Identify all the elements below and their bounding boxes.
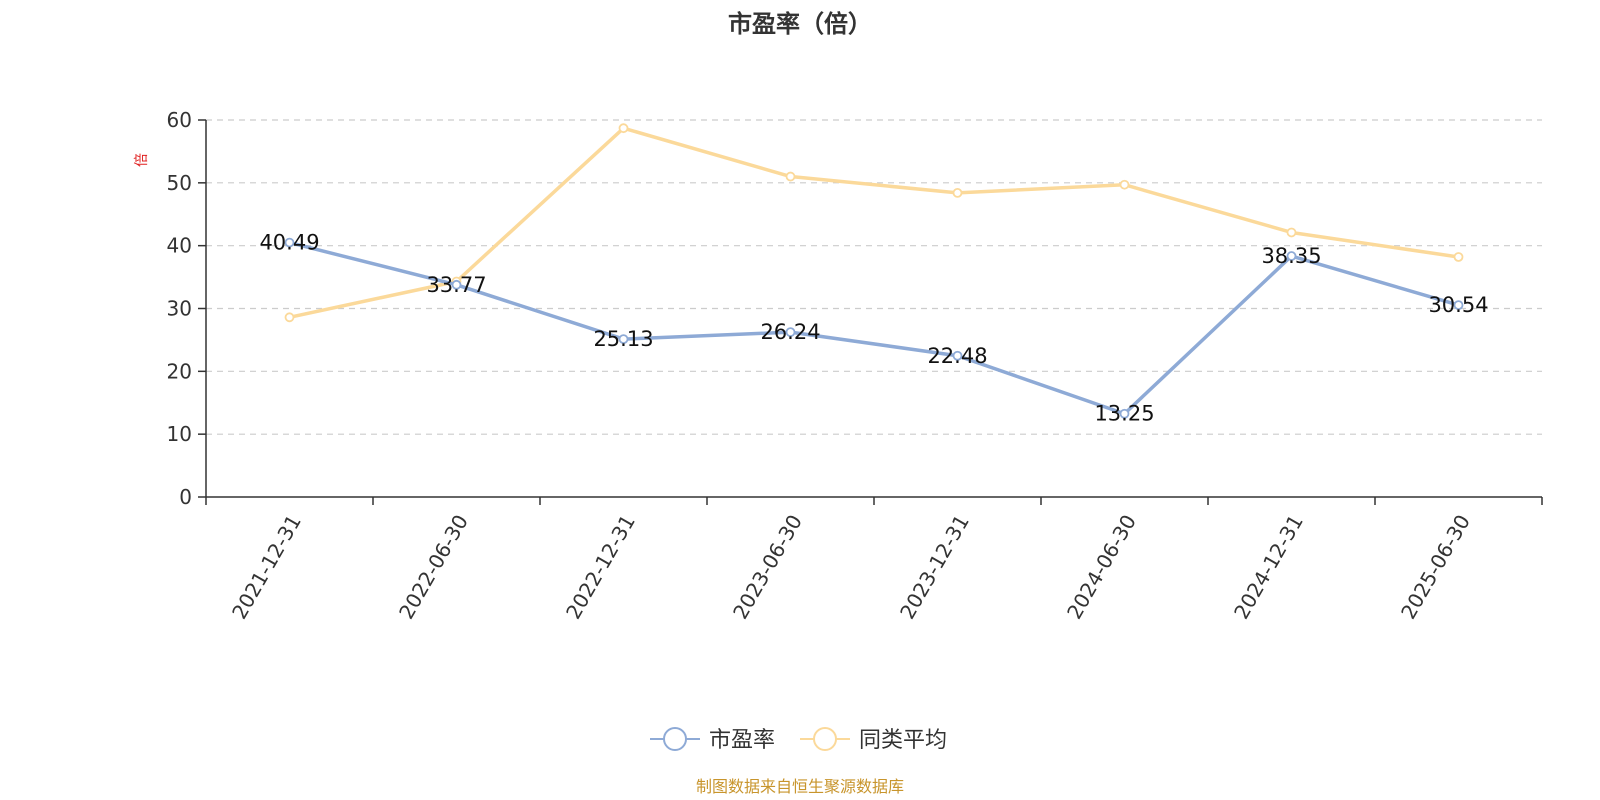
data-point <box>618 123 629 134</box>
data-label: 26.24 <box>760 320 820 344</box>
legend-item[interactable]: 同类平均 <box>800 727 947 753</box>
data-point <box>284 237 295 248</box>
x-tick-label: 2023-06-30 <box>728 511 807 624</box>
data-point <box>785 171 796 182</box>
data-label: 38.35 <box>1261 244 1321 268</box>
y-tick-label: 50 <box>167 171 192 195</box>
data-label: 33.77 <box>426 273 486 297</box>
series-line <box>289 240 1459 416</box>
y-tick-label: 40 <box>167 234 192 258</box>
axes: 0 10 20 30 40 50 60 2021-12-31 2022-06-30 2022-12… <box>167 108 1543 624</box>
data-label: 30.54 <box>1428 293 1488 317</box>
data-point <box>1119 179 1130 190</box>
data-point <box>785 327 796 338</box>
data-point <box>1453 300 1464 311</box>
data-label: 25.13 <box>593 327 653 351</box>
data-point <box>1453 252 1464 262</box>
legend[interactable]: 市盈率 同类平均 <box>650 727 947 753</box>
x-tick-label: 2022-12-31 <box>561 511 640 624</box>
source-note: 制图数据来自恒生聚源数据库 <box>696 777 904 796</box>
y-axis-label: 倍 <box>134 153 150 167</box>
chart-title: 市盈率（倍） <box>728 10 872 38</box>
data-label: 22.48 <box>927 344 987 368</box>
legend-swatch-marker <box>663 727 687 751</box>
y-tick-label: 60 <box>167 108 192 132</box>
x-tick-label: 2024-12-31 <box>1229 511 1308 624</box>
y-tick-label: 30 <box>167 297 192 321</box>
legend-swatch-marker <box>813 727 837 751</box>
y-tick-label: 0 <box>179 485 192 509</box>
series-group <box>284 123 1464 419</box>
data-point <box>1286 251 1297 261</box>
x-tick-label: 2021-12-31 <box>227 511 306 624</box>
y-tick-label: 20 <box>167 359 192 383</box>
y-tick-label: 10 <box>167 422 192 446</box>
x-tick-label: 2022-06-30 <box>394 511 473 624</box>
x-tick-label: 2025-06-30 <box>1396 511 1475 624</box>
data-label: 13.25 <box>1094 402 1154 426</box>
series-line <box>289 126 1459 320</box>
gridlines <box>206 119 1542 435</box>
data-point <box>952 350 963 361</box>
data-point <box>618 334 629 344</box>
data-point <box>952 187 963 198</box>
data-point <box>1119 408 1130 419</box>
data-point <box>284 312 295 323</box>
data-label: 40.49 <box>259 231 319 255</box>
legend-label: 市盈率 <box>709 728 775 753</box>
x-tick-label: 2023-12-31 <box>895 511 974 624</box>
data-point <box>1286 227 1297 238</box>
data-point <box>451 279 462 290</box>
data-labels: 40.49 33.77 25.13 26.24 22.48 13.25 38.35 30.54 <box>259 231 1488 426</box>
x-tick-label: 2024-06-30 <box>1062 511 1141 624</box>
legend-label: 同类平均 <box>859 728 947 753</box>
legend-item[interactable]: 市盈率 <box>650 727 775 753</box>
